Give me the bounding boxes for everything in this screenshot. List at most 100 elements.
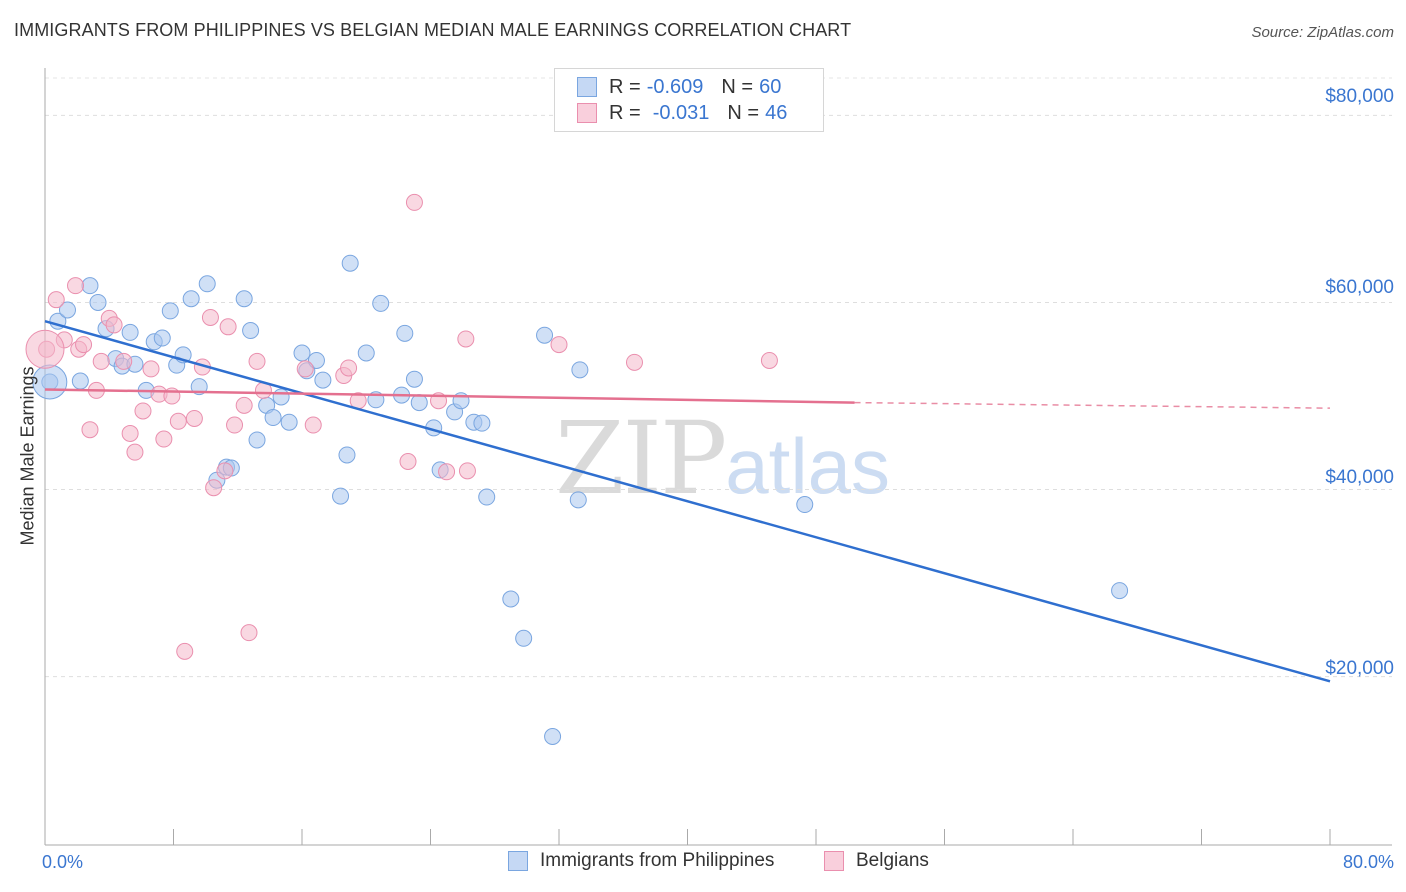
belgians-point-10: [105, 316, 123, 334]
belgians-point-33: [304, 416, 322, 434]
legend-swatch-belgians: [824, 851, 844, 871]
belgians-point-44: [625, 353, 643, 371]
y-axis-label: Median Male Earnings: [17, 366, 38, 546]
n-value: 46: [765, 101, 788, 124]
philippines-point-49: [473, 414, 491, 432]
belgians-swatch: [577, 103, 597, 123]
belgians-point-28: [235, 396, 253, 414]
r-value: -0.031: [652, 101, 710, 124]
n-label: N =: [721, 75, 754, 98]
philippines-swatch: [577, 77, 597, 97]
watermark-atlas: atlas: [725, 422, 891, 510]
belgians-point-8: [92, 352, 110, 370]
belgians-point-13: [126, 443, 144, 461]
philippines-point-5: [89, 293, 107, 311]
belgians-point-27: [226, 416, 244, 434]
philippines-point-54: [544, 727, 562, 745]
belgians-point-14: [134, 402, 152, 420]
belgians-point-11: [115, 352, 133, 370]
legend-item-philippines[interactable]: Immigrants from Philippines: [508, 850, 774, 872]
philippines-point-51: [502, 590, 520, 608]
belgians-point-42: [458, 462, 476, 480]
philippines-point-4: [81, 277, 99, 295]
philippines-point-9: [121, 323, 139, 341]
belgians-trend-line-extension: [854, 401, 1331, 409]
philippines-point-19: [198, 275, 216, 293]
philippines-point-50: [478, 488, 496, 506]
belgians-point-29: [240, 624, 258, 642]
stats-row-belgians: R = -0.031 N = 46: [577, 100, 787, 126]
belgians-point-32: [296, 360, 314, 378]
belgians-point-20: [176, 642, 194, 660]
philippines-point-30: [293, 344, 311, 362]
r-label: R =: [609, 101, 641, 124]
belgians-point-41: [457, 330, 475, 348]
belgians-point-1: [47, 291, 65, 309]
philippines-point-53: [536, 326, 554, 344]
philippines-point-58: [1111, 582, 1129, 600]
y-tick-label-80000: $80,000: [1325, 86, 1394, 107]
belgians-point-large: [25, 329, 65, 369]
philippines-point-28: [272, 388, 290, 406]
n-label: N =: [727, 101, 760, 124]
belgians-point-3: [67, 277, 85, 295]
philippines-point-33: [314, 371, 332, 389]
philippines-point-23: [235, 290, 253, 308]
belgians-point-15: [142, 360, 160, 378]
philippines-point-40: [396, 324, 414, 342]
belgians-point-6: [81, 421, 99, 439]
philippines-point-2: [58, 301, 76, 319]
belgians-point-35: [340, 359, 358, 377]
philippines-point-29: [280, 413, 298, 431]
stats-row-philippines: R = -0.609 N = 60: [577, 74, 781, 100]
philippines-point-27: [264, 409, 282, 427]
philippines-point-56: [571, 361, 589, 379]
legend-swatch-philippines: [508, 851, 528, 871]
n-value: 60: [759, 75, 782, 98]
legend-label-belgians: Belgians: [856, 850, 929, 871]
philippines-point-52: [515, 629, 533, 647]
belgians-point-45: [760, 351, 778, 369]
belgians-point-23: [201, 308, 219, 326]
r-label: R =: [609, 75, 641, 98]
y-tick-label-20000: $20,000: [1325, 658, 1394, 679]
correlation-stats-box: R = -0.609 N = 60 R = -0.031 N = 46: [554, 68, 824, 132]
belgians-point-40: [438, 463, 456, 481]
philippines-point-57: [796, 496, 814, 514]
philippines-point-39: [372, 294, 390, 312]
legend-label-philippines: Immigrants from Philippines: [540, 850, 775, 871]
belgians-trend-line: [44, 388, 855, 404]
y-tick-label-40000: $40,000: [1325, 467, 1394, 488]
philippines-point-55: [569, 491, 587, 509]
philippines-point-24: [242, 322, 260, 340]
chart-title: IMMIGRANTS FROM PHILIPPINES VS BELGIAN M…: [14, 20, 852, 40]
philippines-trend-line: [44, 319, 1331, 683]
belgians-point-21: [185, 409, 203, 427]
belgians-point-38: [405, 193, 423, 211]
belgians-point-24: [205, 479, 223, 497]
x-tick-label-min: 0.0%: [42, 852, 84, 872]
r-value: -0.609: [646, 75, 704, 98]
legend-item-belgians[interactable]: Belgians: [824, 850, 929, 872]
philippines-point-34: [332, 487, 350, 505]
philippines-point-17: [182, 290, 200, 308]
belgians-point-37: [399, 453, 417, 470]
x-tick-label-max: 80.0%: [1342, 852, 1394, 872]
belgians-point-19: [169, 412, 187, 430]
belgians-point-17: [155, 430, 173, 448]
philippines-point-13: [153, 329, 171, 347]
philippines-point-35: [338, 446, 356, 464]
philippines-point-14: [161, 302, 179, 320]
belgians-point-12: [121, 424, 139, 442]
philippines-point-43: [410, 394, 428, 412]
philippines-point-25: [248, 431, 266, 449]
philippines-point-36: [341, 254, 359, 272]
y-tick-label-60000: $60,000: [1325, 277, 1394, 298]
belgians-point-5: [75, 336, 93, 354]
philippines-point-37: [357, 344, 375, 362]
belgians-point-26: [219, 318, 237, 336]
belgians-point-25: [216, 462, 234, 480]
philippines-point-42: [405, 370, 423, 388]
source-label: Source: ZipAtlas.com: [1251, 24, 1394, 41]
